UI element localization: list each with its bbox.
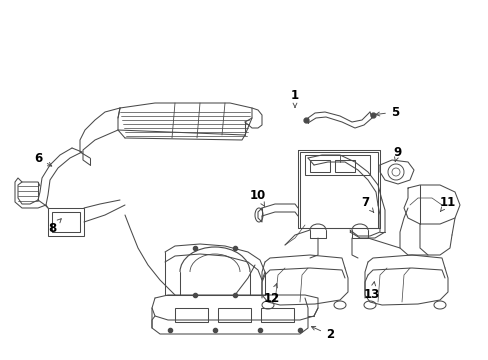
Bar [52, 212, 80, 232]
Text: 4: 4 [0, 359, 1, 360]
Text: 11: 11 [439, 195, 455, 211]
Bar [218, 308, 250, 322]
Text: 7: 7 [360, 195, 373, 212]
Text: 13: 13 [363, 282, 379, 302]
Text: 6: 6 [34, 152, 52, 166]
Bar [305, 155, 369, 175]
Text: 1: 1 [290, 89, 299, 107]
Bar [299, 152, 377, 228]
Bar [175, 308, 207, 322]
Bar [334, 160, 354, 172]
Text: 5: 5 [375, 105, 398, 118]
Text: 12: 12 [264, 284, 280, 305]
Text: 3: 3 [0, 359, 1, 360]
Bar [48, 208, 84, 236]
Bar [261, 308, 293, 322]
Bar [309, 160, 329, 172]
Text: 8: 8 [48, 219, 61, 234]
Text: 9: 9 [393, 145, 401, 161]
Text: 10: 10 [249, 189, 265, 207]
Text: 2: 2 [311, 327, 333, 342]
